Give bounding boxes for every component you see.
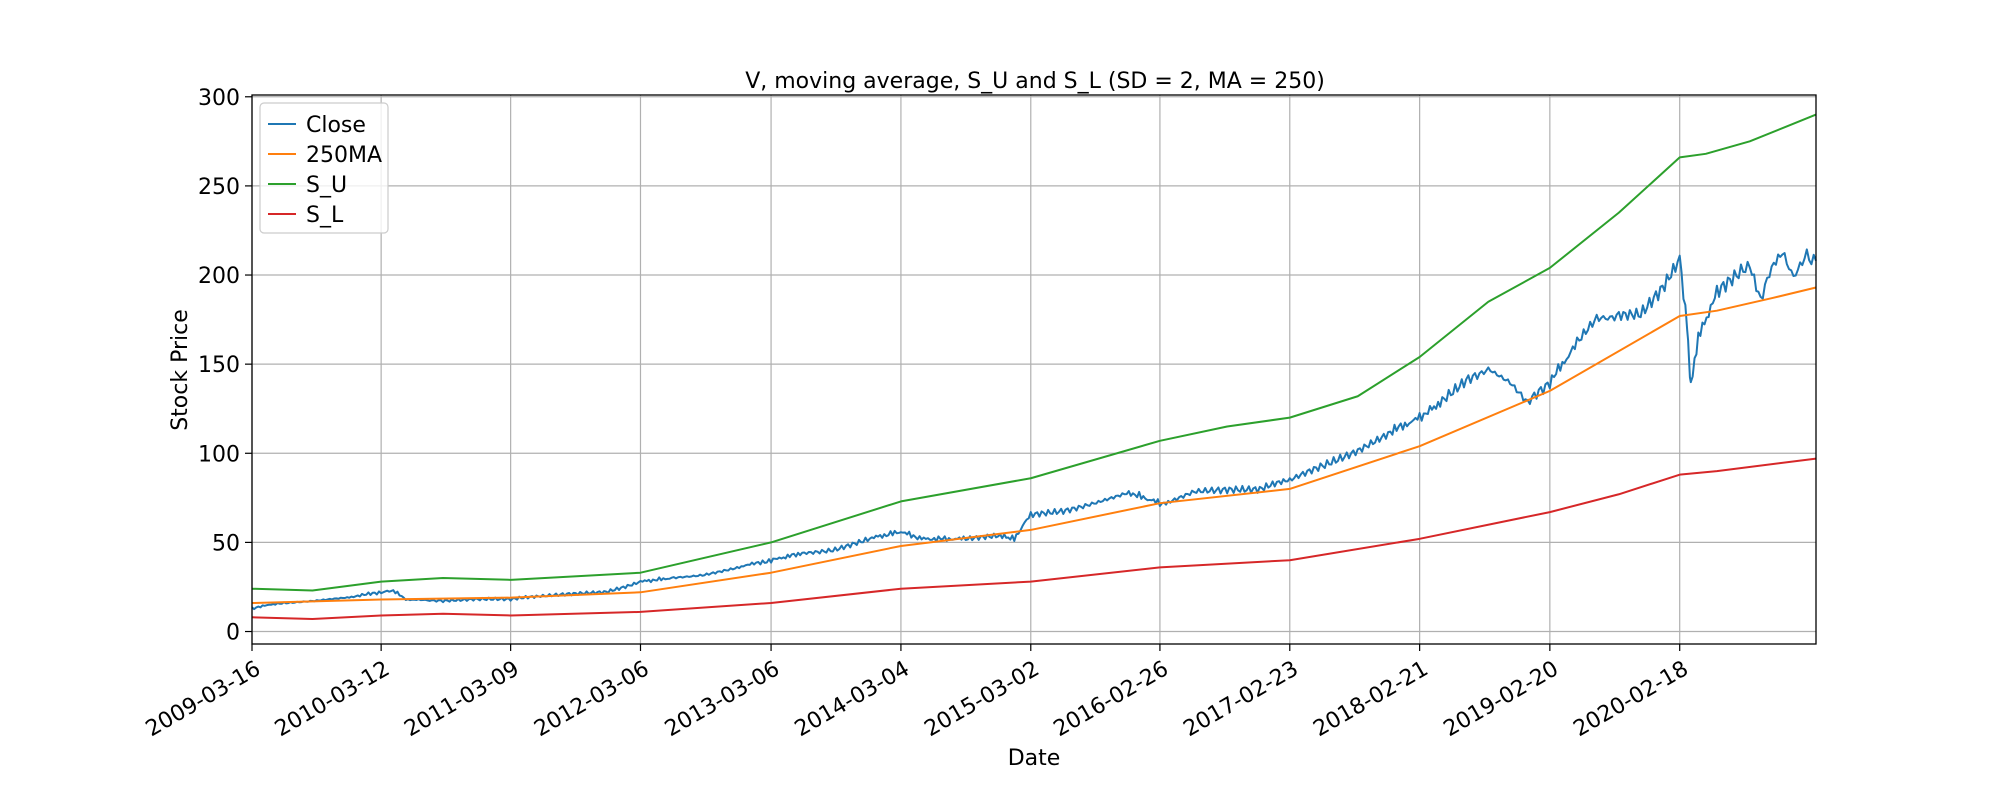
x-tick-label: 2014-03-04 bbox=[791, 656, 914, 742]
x-tick-label: 2009-03-16 bbox=[142, 656, 265, 742]
y-tick-label: 100 bbox=[198, 442, 240, 467]
x-tick-label: 2012-03-06 bbox=[530, 656, 653, 742]
series-line-s-l bbox=[251, 457, 1817, 621]
x-tick-label: 2018-02-21 bbox=[1309, 656, 1432, 742]
y-axis-title: Stock Price bbox=[168, 309, 193, 431]
series-lines bbox=[251, 113, 1817, 621]
x-tick-label: 2016-02-26 bbox=[1050, 656, 1173, 742]
legend-label: S_L bbox=[306, 203, 344, 228]
x-tick-label: 2019-02-20 bbox=[1440, 656, 1563, 742]
y-tick-label: 150 bbox=[198, 353, 240, 378]
plot-area-frame bbox=[251, 94, 1817, 645]
x-tick-label: 2020-02-18 bbox=[1569, 656, 1692, 742]
y-tick-label: 300 bbox=[198, 86, 240, 111]
x-tick-label: 2011-03-09 bbox=[400, 656, 523, 742]
series-line-close bbox=[251, 248, 1817, 611]
x-axis-title: Date bbox=[1008, 746, 1061, 771]
y-tick-label: 250 bbox=[198, 175, 240, 200]
x-tick-label: 2017-02-23 bbox=[1180, 656, 1303, 742]
series-line-250ma bbox=[251, 286, 1817, 604]
legend-label: S_U bbox=[306, 173, 347, 198]
legend-label: Close bbox=[306, 113, 366, 138]
legend-label: 250MA bbox=[306, 143, 382, 168]
legend: Close 250MA S_U S_L bbox=[259, 102, 389, 234]
series-line-s-u bbox=[251, 113, 1817, 592]
legend-box bbox=[259, 102, 389, 234]
x-tick-label: 2013-03-06 bbox=[661, 656, 784, 742]
chart-title: V, moving average, S_U and S_L (SD = 2, … bbox=[745, 69, 1325, 94]
y-tick-label: 0 bbox=[226, 621, 240, 646]
grid-lines bbox=[251, 95, 1816, 644]
y-tick-label: 50 bbox=[212, 531, 240, 556]
y-tick-label: 200 bbox=[198, 264, 240, 289]
x-tick-label: 2015-03-02 bbox=[921, 656, 1044, 742]
x-tick-label: 2010-03-12 bbox=[271, 656, 394, 742]
